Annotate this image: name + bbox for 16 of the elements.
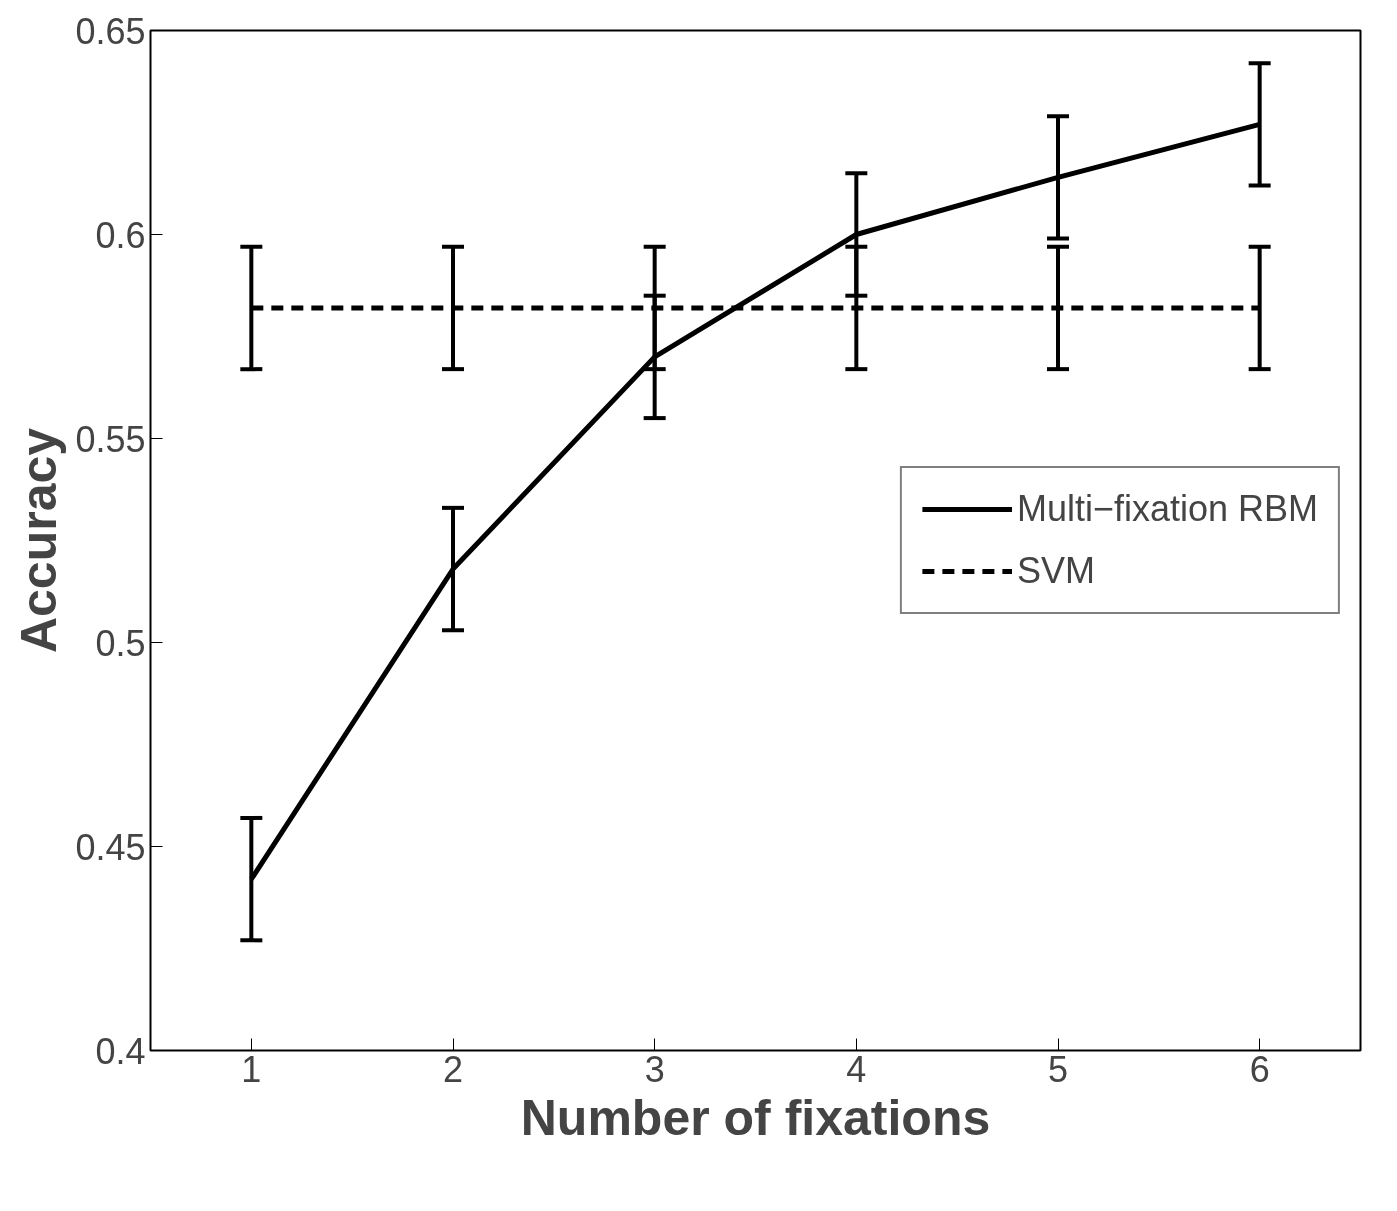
x-tick-label: 5: [1047, 1048, 1069, 1090]
x-tick-label: 3: [644, 1048, 665, 1090]
y-tick-label: 0.55: [75, 418, 146, 460]
x-tick-label: 6: [1249, 1048, 1270, 1090]
y-tick-label: 0.6: [95, 214, 146, 256]
x-tick-label: 2: [442, 1048, 464, 1090]
y-tick-label: 0.45: [75, 826, 146, 868]
legend-label: Multi−fixation RBM: [1016, 488, 1318, 530]
x-axis-title: Number of fixations: [520, 1089, 991, 1146]
y-tick-label: 0.65: [75, 10, 146, 52]
x-tick-label: 1: [241, 1048, 262, 1090]
y-axis-title: Accuracy: [11, 427, 68, 654]
y-tick-label: 0.4: [95, 1030, 146, 1072]
y-tick-label: 0.5: [95, 622, 146, 664]
x-tick-label: 4: [846, 1048, 867, 1090]
legend-label: SVM: [1016, 550, 1095, 592]
